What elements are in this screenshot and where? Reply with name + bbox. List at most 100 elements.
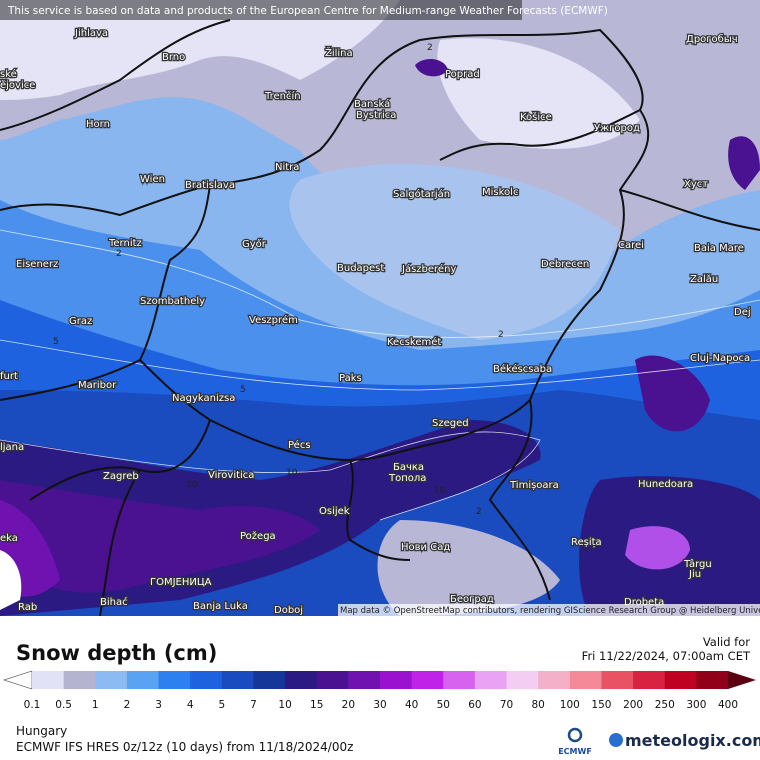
city-label: Reșița <box>571 537 602 548</box>
color-bar-segment <box>569 671 602 689</box>
city-label: Poprad <box>445 69 480 80</box>
contour-label: 10 <box>186 480 198 490</box>
color-bar-label: 15 <box>310 699 323 711</box>
light-snow-area <box>289 164 620 340</box>
region: Hungary <box>16 724 67 738</box>
city-label: Paks <box>339 373 362 384</box>
city-label: Бачка <box>393 462 424 473</box>
city-label: Nitra <box>275 162 299 173</box>
city-label: Ужгород <box>594 123 640 134</box>
city-label: Maribor <box>78 380 117 391</box>
valid-time: Fri 11/22/2024, 07:00am CET <box>582 649 751 663</box>
notice: This service is based on data and produc… <box>7 5 608 17</box>
color-bar-label: 70 <box>500 699 513 711</box>
city-label: Szeged <box>432 418 469 429</box>
model-info: ECMWF IFS HRES 0z/12z (10 days) from 11/… <box>16 740 353 754</box>
border <box>139 109 650 461</box>
attribution: Map data © OpenStreetMap contributors, r… <box>340 606 760 616</box>
city-label: Cluj-Napoca <box>690 353 750 364</box>
color-bar-label: 250 <box>655 699 675 711</box>
city-label: Bratislava <box>185 180 235 191</box>
border <box>0 29 644 216</box>
city-label: Београд <box>450 594 494 605</box>
contour-label: 2 <box>476 507 482 517</box>
city-label: Požega <box>240 530 276 542</box>
city-label: Zagreb <box>103 471 139 482</box>
color-bar-segment <box>380 671 413 689</box>
color-bar-segment <box>285 671 318 689</box>
city-label: Rab <box>18 602 37 613</box>
color-bar-label: 200 <box>623 699 643 711</box>
city-label: Žilina <box>325 46 353 59</box>
contour-label: 2 <box>116 249 122 259</box>
city-labels: Jihlava Brno Žilina Poprad Дрогобыч ské … <box>0 27 752 616</box>
color-bar-label: 2 <box>124 699 131 711</box>
deep-snow-area <box>625 526 690 570</box>
color-bar-label: 100 <box>560 699 580 711</box>
city-label: Hunedoara <box>638 479 693 490</box>
city-label: Timișoara <box>509 480 559 491</box>
city-label: Baia Mare <box>694 243 744 254</box>
deep-snow-area <box>415 58 448 77</box>
city-label: Szombathely <box>140 296 205 307</box>
city-label: Jihlava <box>74 28 108 39</box>
color-bar-segment <box>538 671 571 689</box>
city-label: Топола <box>388 473 426 484</box>
map: Jihlava Brno Žilina Poprad Дрогобыч ské … <box>0 0 760 616</box>
city-label: Carei <box>618 240 644 251</box>
deep-snow-area <box>635 355 710 432</box>
border <box>0 19 760 616</box>
city-label: Дрогобыч <box>686 34 738 45</box>
color-bar-label: 1 <box>92 699 99 711</box>
city-label: Хуст <box>684 179 708 190</box>
city-label: Nagykanizsa <box>172 393 235 404</box>
contour-line <box>0 431 541 521</box>
color-bar-label: 0.1 <box>24 699 41 711</box>
city-label: Brno <box>162 52 185 63</box>
color-bar-label: 40 <box>405 699 418 711</box>
color-bar-low <box>3 670 33 690</box>
city-label: Bihać <box>100 596 128 608</box>
legend-title: Snow depth (cm) <box>16 641 217 665</box>
city-label: Dej <box>734 307 751 318</box>
color-bar-segment <box>601 671 634 689</box>
color-bar-segment <box>95 671 128 689</box>
color-bar: 0.1 0.5 1 2 3 4 5 7 10 15 20 30 40 50 60 70 80 100 150 200 2… <box>3 670 756 711</box>
valid-label: Valid for <box>703 635 750 649</box>
deep-snow-area <box>728 136 760 190</box>
city-label: Békéscsaba <box>493 363 552 375</box>
ecmwf-logo <box>567 727 583 743</box>
low-snow-area <box>377 520 560 616</box>
color-bar-label: 5 <box>218 699 225 711</box>
city-label: Zalău <box>690 274 718 285</box>
color-bar-label: 0.5 <box>55 699 72 711</box>
color-bar-label: 20 <box>342 699 355 711</box>
color-bar-segment <box>32 671 65 689</box>
city-label: Eisenerz <box>16 259 58 270</box>
trace-snow-area <box>0 0 400 100</box>
color-bar-label: 60 <box>468 699 481 711</box>
color-bar-segment <box>506 671 539 689</box>
city-label: Osijek <box>319 506 350 517</box>
color-bar-label: 3 <box>155 699 162 711</box>
city-label: Jiu <box>688 569 701 580</box>
city-label: Horn <box>86 119 110 130</box>
trace-snow-area <box>437 38 640 149</box>
city-label: Košice <box>520 111 552 123</box>
color-bar-segment <box>190 671 223 689</box>
city-label: Kecskemét <box>387 336 441 348</box>
city-label: Ternitz <box>108 238 142 249</box>
color-bar-segment <box>633 671 666 689</box>
contour-label: 5 <box>240 385 246 395</box>
color-bar-label: 7 <box>250 699 257 711</box>
color-bar-segment <box>126 671 160 689</box>
city-label: Wien <box>140 174 165 185</box>
contour-label: 10 <box>434 486 446 496</box>
city-label: Banská <box>354 98 390 110</box>
city-label: Virovitica <box>208 470 254 481</box>
city-label: Budapest <box>337 263 384 274</box>
color-bar-segment <box>696 671 729 689</box>
color-bar-segment <box>443 671 476 689</box>
contour-line <box>0 339 760 391</box>
